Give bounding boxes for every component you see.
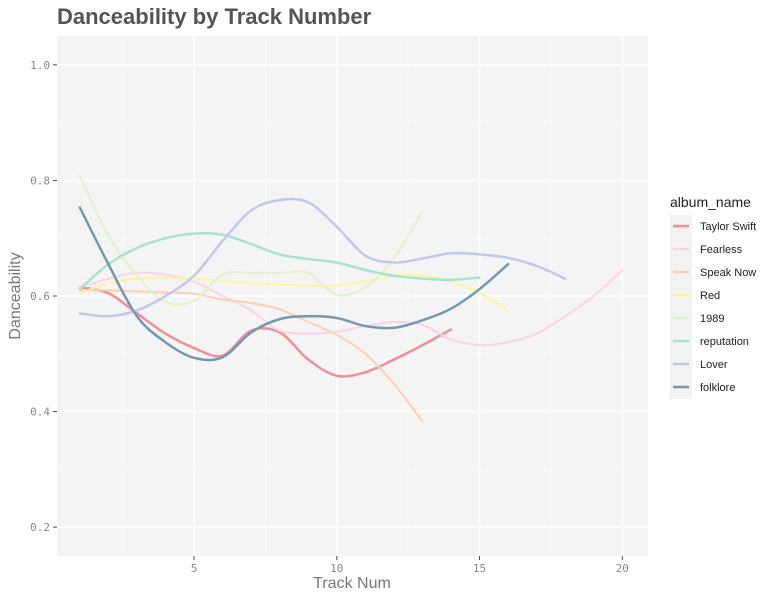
y-tick-label: 0.2 — [30, 521, 50, 534]
y-axis-title: Danceability — [7, 252, 24, 339]
x-tick-label: 20 — [616, 562, 629, 575]
legend-label-speak-now: Speak Now — [700, 267, 756, 279]
legend-label-folklore: folklore — [700, 382, 735, 394]
legend-key-background — [670, 215, 692, 399]
legend-label-reputation: reputation — [700, 336, 749, 348]
series-line-fearless — [78, 269, 624, 347]
series-layer — [78, 174, 624, 423]
axis-ticks: 5 10 15 20 0.2 0.4 0.6 0.8 1.0 — [30, 59, 629, 575]
x-axis-title: Track Num — [313, 575, 391, 592]
series-line-speak-now — [78, 289, 424, 423]
legend: album_name Taylor Swift Fearless Speak Now… — [670, 194, 756, 399]
series-line-folklore — [78, 206, 510, 362]
series-line-red — [78, 274, 510, 312]
y-tick-label: 0.4 — [30, 406, 50, 419]
legend-label-taylor-swift: Taylor Swift — [700, 221, 756, 233]
series-line-lover — [78, 197, 567, 318]
y-tick-label: 1.0 — [30, 59, 50, 72]
series-line-taylor-swift — [78, 286, 453, 378]
y-tick-label: 0.8 — [30, 174, 50, 187]
series-line-1989 — [78, 174, 424, 306]
y-tick-label: 0.6 — [30, 290, 50, 303]
series-line-reputation — [78, 232, 481, 291]
legend-label-fearless: Fearless — [700, 244, 743, 256]
legend-title: album_name — [670, 194, 751, 210]
legend-label-red: Red — [700, 290, 720, 302]
legend-label-lover: Lover — [700, 359, 728, 371]
x-tick-label: 10 — [330, 562, 343, 575]
legend-label-1989: 1989 — [700, 313, 724, 325]
x-tick-label: 15 — [473, 562, 486, 575]
chart-title: Danceability by Track Number — [57, 4, 372, 29]
x-tick-label: 5 — [191, 562, 198, 575]
